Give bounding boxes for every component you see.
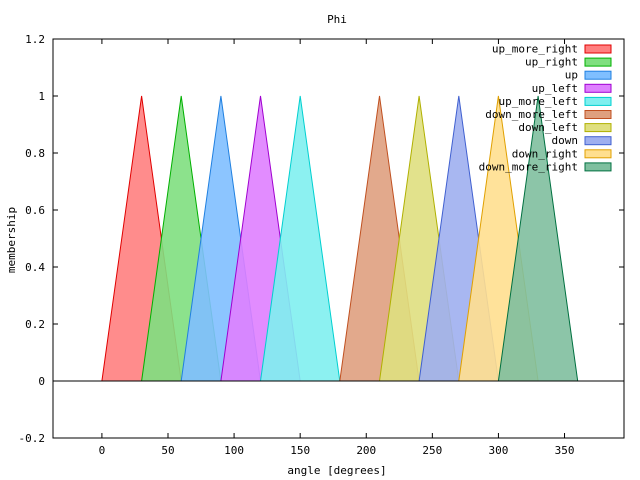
legend-swatch-up-more-right bbox=[584, 44, 612, 54]
plot-frame bbox=[52, 38, 625, 439]
legend-swatch-down-right bbox=[584, 149, 612, 159]
legend-swatch-down-more-right bbox=[584, 162, 612, 172]
y-axis-label: membership bbox=[5, 207, 18, 273]
x-tick-label: 100 bbox=[224, 444, 244, 457]
legend-label-down-more-right: down_more_right bbox=[479, 160, 578, 173]
legend-label-up-more-left: up_more_left bbox=[499, 95, 578, 108]
legend-label-up-more-right: up_more_right bbox=[492, 43, 578, 56]
legend-swatch-up bbox=[584, 70, 612, 80]
series-layer bbox=[101, 95, 579, 382]
y-tick-label: 0.4 bbox=[25, 261, 45, 274]
legend-label-down-more-left: down_more_left bbox=[485, 108, 578, 121]
legend-swatch-up-left bbox=[584, 83, 612, 93]
legend-swatch-up-more-left bbox=[584, 96, 612, 106]
x-tick-label: 0 bbox=[99, 444, 106, 457]
legend-label-down: down bbox=[552, 134, 579, 147]
x-tick-label: 200 bbox=[356, 444, 376, 457]
y-tick-label: 0.8 bbox=[25, 147, 45, 160]
chart-title: Phi bbox=[327, 13, 347, 26]
legend-label-up-right: up_right bbox=[525, 56, 578, 69]
legend: up_more_rightup_rightupup_leftup_more_le… bbox=[479, 43, 612, 173]
x-tick-label: 50 bbox=[161, 444, 174, 457]
y-tick-label: 0.2 bbox=[25, 318, 45, 331]
x-tick-label: 300 bbox=[488, 444, 508, 457]
legend-label-down-left: down_left bbox=[518, 121, 578, 134]
y-tick-label: 0 bbox=[38, 375, 45, 388]
legend-label-down-right: down_right bbox=[512, 147, 578, 160]
tick-layer: 0 50 100 150 200 250 300 350 -0.2 0 0.2 0.4 0.6 0.8 1 1… bbox=[19, 33, 624, 457]
legend-label-up-left: up_left bbox=[532, 82, 578, 95]
legend-swatch-down-more-left bbox=[584, 110, 612, 119]
x-tick-label: 150 bbox=[290, 444, 310, 457]
legend-swatch-down bbox=[584, 136, 612, 146]
y-tick-label: 0.6 bbox=[25, 204, 45, 217]
legend-swatch-down-left bbox=[584, 123, 612, 133]
x-tick-label: 250 bbox=[422, 444, 442, 457]
legend-label-up: up bbox=[565, 69, 578, 82]
x-axis-label: angle [degrees] bbox=[287, 464, 386, 477]
y-tick-label: 1.2 bbox=[25, 33, 45, 46]
y-tick-label: -0.2 bbox=[19, 432, 46, 445]
legend-swatch-up-right bbox=[584, 57, 612, 67]
y-tick-label: 1 bbox=[38, 90, 45, 103]
x-tick-label: 350 bbox=[555, 444, 575, 457]
